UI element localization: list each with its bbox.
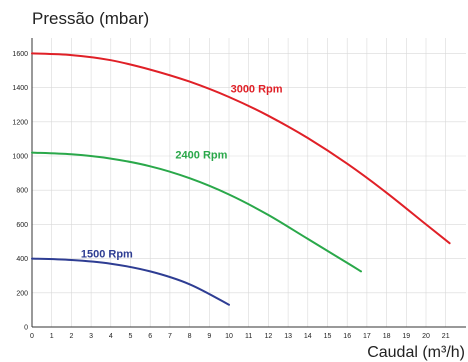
x-tick-label: 3 xyxy=(89,333,93,340)
x-axis-title: Caudal (m³/h) xyxy=(367,344,465,361)
x-tick-label: 7 xyxy=(168,333,172,340)
x-tick-label: 10 xyxy=(225,333,233,340)
y-tick-label: 200 xyxy=(16,290,28,297)
series-label-2400-rpm: 2400 Rpm xyxy=(175,150,227,162)
x-tick-label: 4 xyxy=(109,333,113,340)
y-tick-label: 800 xyxy=(16,188,28,195)
y-tick-label: 1000 xyxy=(12,154,28,161)
y-tick-label: 400 xyxy=(16,256,28,263)
x-tick-label: 9 xyxy=(207,333,211,340)
x-tick-label: 20 xyxy=(422,333,430,340)
x-tick-label: 8 xyxy=(188,333,192,340)
y-axis-title: Pressão (mbar) xyxy=(32,9,149,28)
x-tick-label: 1 xyxy=(50,333,54,340)
x-tick-label: 12 xyxy=(265,333,273,340)
x-tick-label: 21 xyxy=(442,333,450,340)
y-tick-label: 0 xyxy=(24,325,28,332)
series-label-1500-rpm: 1500 Rpm xyxy=(81,249,133,261)
x-tick-label: 0 xyxy=(30,333,34,340)
x-tick-label: 17 xyxy=(363,333,371,340)
x-tick-label: 18 xyxy=(383,333,391,340)
x-tick-label: 16 xyxy=(343,333,351,340)
y-tick-label: 1200 xyxy=(12,119,28,126)
x-tick-labels: 0 1 2 3 4 5 6 7 8 9 10 11 12 13 14 15 16 17 18 19 20 21 xyxy=(30,333,450,340)
axes xyxy=(31,38,466,328)
x-tick-label: 5 xyxy=(129,333,133,340)
grid-lines xyxy=(32,38,466,327)
series-labels: 3000 Rpm 2400 Rpm 1500 Rpm xyxy=(81,84,283,261)
x-tick-label: 11 xyxy=(245,333,252,340)
y-tick-labels: 0 200 400 600 800 1000 1200 1400 1600 xyxy=(12,51,28,332)
series-line-2400-rpm xyxy=(31,151,362,273)
series-lines xyxy=(31,52,451,306)
series-line-1500-rpm xyxy=(31,257,230,306)
y-tick-label: 1600 xyxy=(12,51,28,58)
x-tick-label: 6 xyxy=(148,333,152,340)
x-tick-label: 19 xyxy=(402,333,410,340)
x-tick-label: 2 xyxy=(69,333,73,340)
x-tick-label: 15 xyxy=(324,333,332,340)
series-line-3000-rpm xyxy=(31,52,451,245)
y-tick-label: 600 xyxy=(16,222,28,229)
y-tick-label: 1400 xyxy=(12,85,28,92)
x-tick-label: 14 xyxy=(304,333,312,340)
x-tick-label: 13 xyxy=(284,333,292,340)
series-label-3000-rpm: 3000 Rpm xyxy=(231,84,283,96)
